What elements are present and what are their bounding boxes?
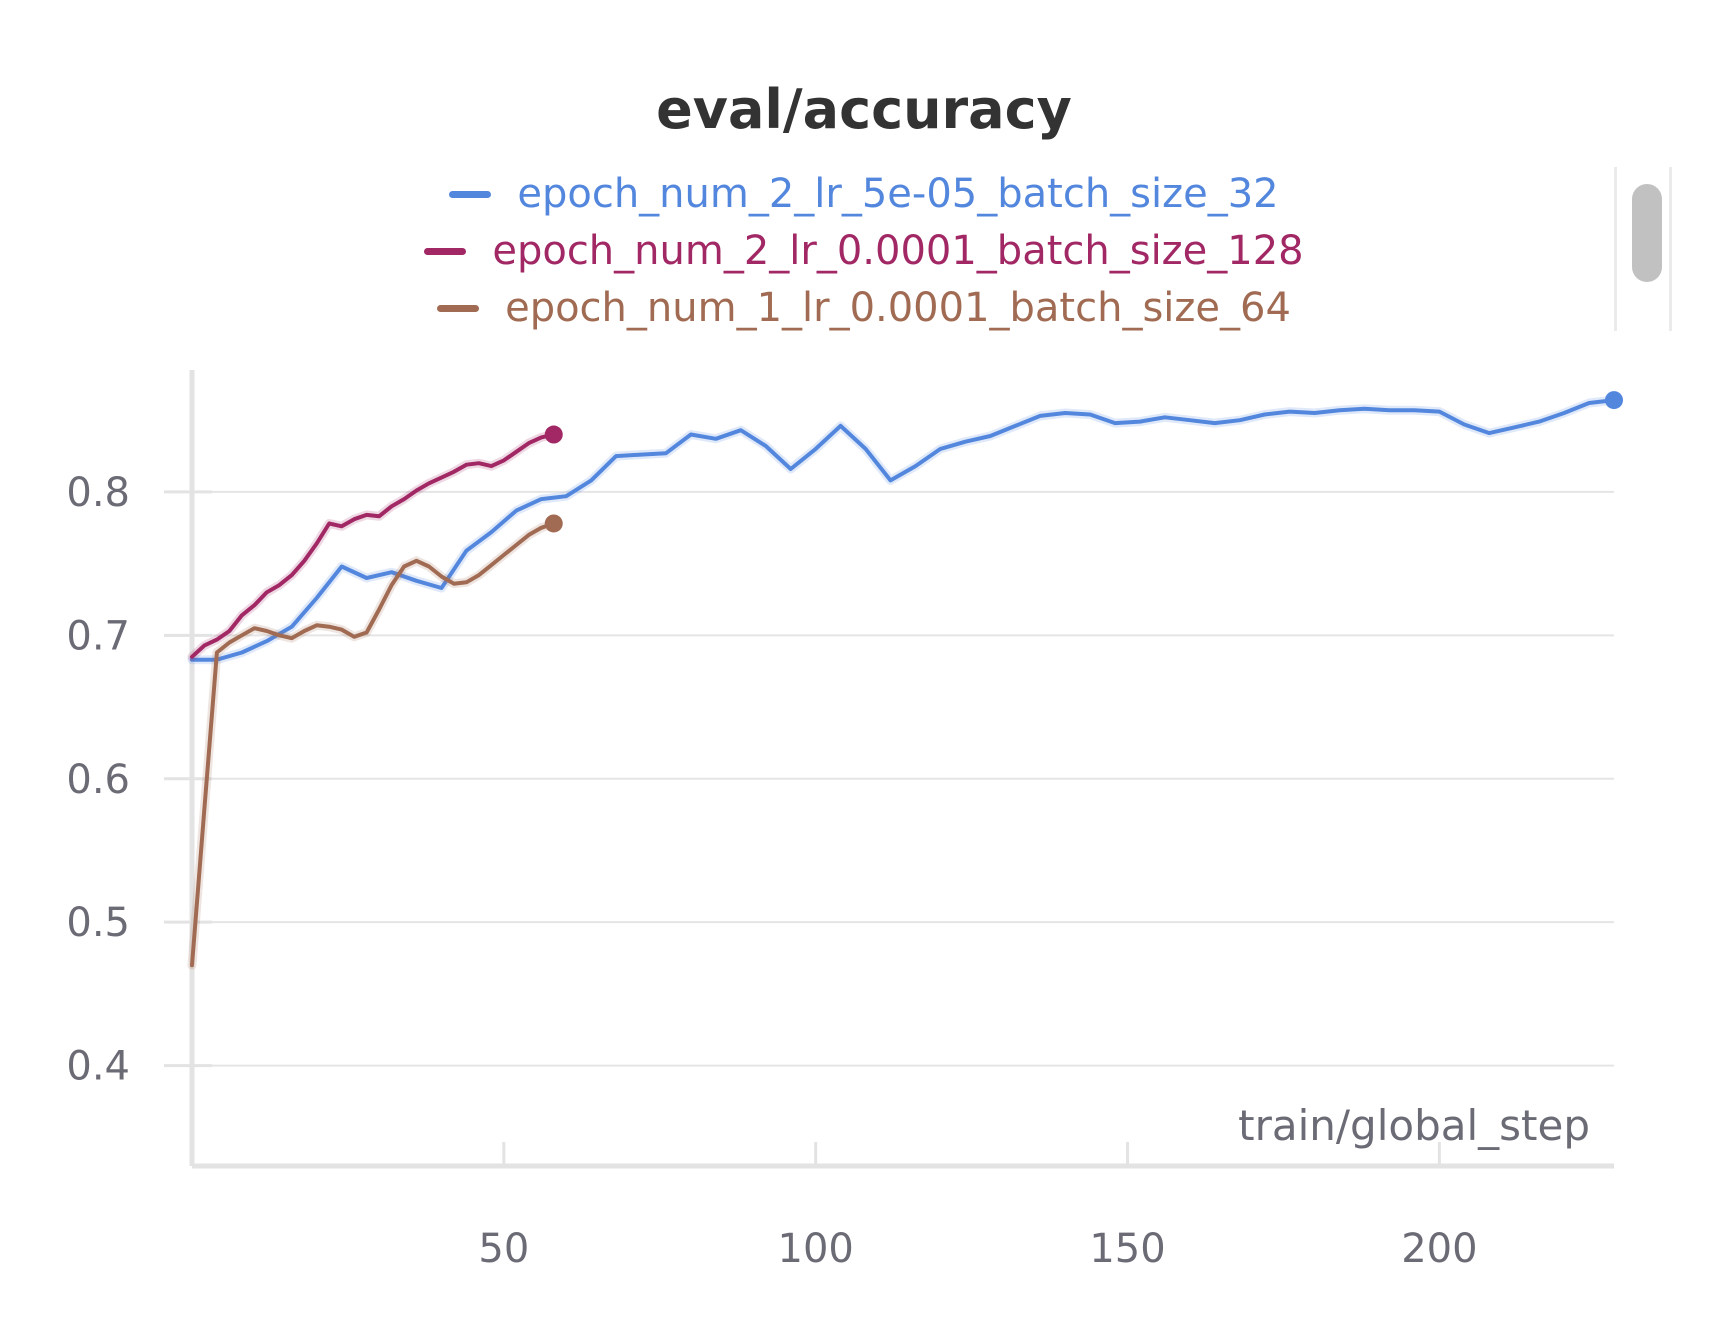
- series-line: [190, 521, 556, 968]
- series-line: [190, 432, 556, 659]
- scrollbar-thumb[interactable]: [1632, 184, 1662, 282]
- legend-swatch: [449, 191, 492, 198]
- axes: 0.4 0.5 0.6 0.7 0.8 50 100 150 200: [66, 370, 1614, 1272]
- legend-label: epoch_num_2_lr_5e-05_batch_size_32: [517, 171, 1279, 217]
- y-tick-label: 0.8: [66, 470, 130, 516]
- y-tick-label: 0.4: [66, 1044, 130, 1090]
- x-tick-label: 50: [478, 1226, 529, 1272]
- series-end-point: [544, 514, 563, 533]
- legend-label: epoch_num_2_lr_0.0001_batch_size_128: [492, 228, 1304, 274]
- legend-swatch: [437, 305, 480, 312]
- series-line-shadow: [187, 519, 559, 970]
- legend: epoch_num_2_lr_5e-05_batch_size_32 epoch…: [0, 166, 1728, 337]
- gridlines: [192, 490, 1614, 1067]
- legend-swatch: [424, 248, 467, 255]
- series-end-point: [1605, 391, 1623, 410]
- series-line: [190, 398, 1616, 662]
- y-tick-label: 0.5: [66, 900, 130, 946]
- legend-scrollbar[interactable]: [1614, 167, 1672, 331]
- x-axis-title: train/global_step: [1238, 1101, 1590, 1150]
- chart-title: eval/accuracy: [656, 78, 1072, 141]
- legend-item[interactable]: epoch_num_2_lr_0.0001_batch_size_128: [0, 223, 1728, 280]
- legend-item[interactable]: epoch_num_2_lr_5e-05_batch_size_32: [0, 166, 1728, 223]
- series-line-shadow: [187, 395, 1619, 665]
- x-tick-label: 150: [1089, 1226, 1165, 1272]
- series-end-point: [544, 425, 563, 444]
- legend-item[interactable]: epoch_num_1_lr_0.0001_batch_size_64: [0, 280, 1728, 337]
- x-tick-label: 200: [1401, 1226, 1477, 1272]
- series-lines: [187, 391, 1623, 970]
- y-tick-label: 0.6: [66, 757, 130, 803]
- x-tick-label: 100: [778, 1226, 854, 1272]
- legend-label: epoch_num_1_lr_0.0001_batch_size_64: [505, 285, 1291, 331]
- y-tick-label: 0.7: [66, 613, 130, 659]
